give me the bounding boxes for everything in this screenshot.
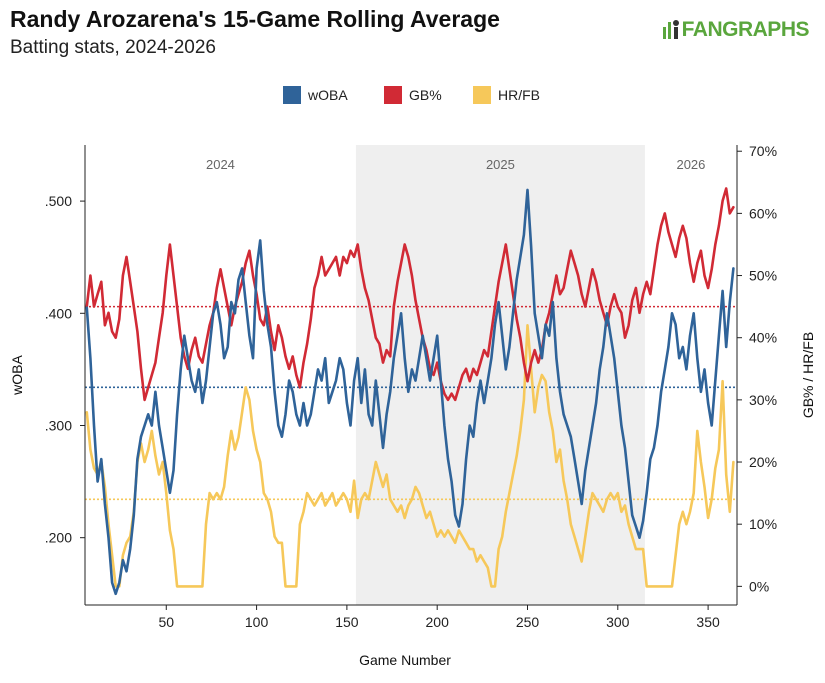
x-tick-label-50: 50 xyxy=(158,614,174,630)
legend-label-gb: GB% xyxy=(409,87,442,103)
legend-swatch-gb xyxy=(384,86,402,104)
x-tick-label-300: 300 xyxy=(606,614,630,630)
legend-label-woba: wOBA xyxy=(307,87,348,103)
season-label-2024: 2024 xyxy=(206,157,235,172)
x-tick-label-100: 100 xyxy=(245,614,269,630)
season-label-2025: 2025 xyxy=(486,157,515,172)
season-labels: 2024 2025 2026 xyxy=(206,157,705,172)
x-axis-title: Game Number xyxy=(359,652,451,668)
y-left-tick-label-.400: .400 xyxy=(45,305,72,321)
axes: 50 100 150 200 250 300 350 .200 .300 .400 .500 0% 10… xyxy=(45,143,777,630)
chart-title: Randy Arozarena's 15-Game Rolling Averag… xyxy=(10,6,500,32)
y-right-tick-label-30%: 30% xyxy=(749,392,777,408)
y-left-tick-label-.200: .200 xyxy=(45,530,72,546)
y-right-tick-label-20%: 20% xyxy=(749,454,777,470)
legend-swatch-hrfb xyxy=(473,86,491,104)
legend-label-hrfb: HR/FB xyxy=(498,87,540,103)
series-lines xyxy=(85,187,735,596)
x-tick-label-200: 200 xyxy=(426,614,450,630)
logo-icon xyxy=(662,20,679,39)
y-right-tick-label-0%: 0% xyxy=(749,578,769,594)
y-axis-right-title: GB% / HR/FB xyxy=(800,332,816,418)
y-right-tick-label-10%: 10% xyxy=(749,516,777,532)
y-right-tick-label-70%: 70% xyxy=(749,143,777,159)
season-bands xyxy=(355,145,645,605)
y-left-tick-label-.300: .300 xyxy=(45,417,72,433)
x-tick-label-250: 250 xyxy=(516,614,540,630)
chart-subtitle: Batting stats, 2024-2026 xyxy=(10,37,216,58)
series-line-gb xyxy=(85,187,735,402)
legend: wOBA GB% HR/FB xyxy=(283,86,540,104)
season-band-2025 xyxy=(355,145,645,605)
x-tick-label-150: 150 xyxy=(335,614,359,630)
logo-text: FANGRAPHS xyxy=(681,18,810,41)
series-line-hrfb xyxy=(85,324,735,588)
series-line-woba xyxy=(85,188,735,596)
season-label-2026: 2026 xyxy=(676,157,705,172)
y-right-tick-label-40%: 40% xyxy=(749,330,777,346)
x-tick-label-350: 350 xyxy=(696,614,720,630)
y-right-tick-label-50%: 50% xyxy=(749,268,777,284)
y-left-tick-label-.500: .500 xyxy=(45,193,72,209)
fangraphs-logo[interactable]: FANGRAPHS xyxy=(662,18,810,42)
y-axis-left-title: wOBA xyxy=(9,355,25,396)
y-right-tick-label-60%: 60% xyxy=(749,205,777,221)
legend-swatch-woba xyxy=(283,86,301,104)
